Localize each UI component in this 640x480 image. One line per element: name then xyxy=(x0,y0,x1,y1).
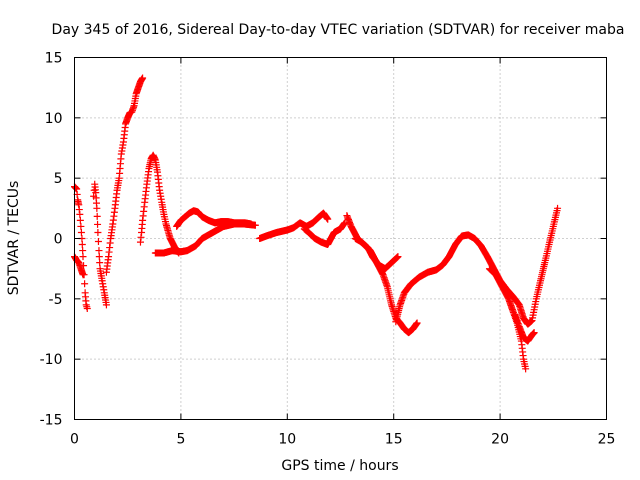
x-tick-label: 0 xyxy=(70,432,79,448)
x-tick-label: 5 xyxy=(176,432,185,448)
data-point xyxy=(324,215,332,223)
data-point xyxy=(522,365,530,373)
y-tick-label: -5 xyxy=(49,292,63,308)
data-point xyxy=(83,304,91,312)
axis-ticks xyxy=(74,57,607,420)
x-tick-label: 20 xyxy=(491,432,509,448)
data-point xyxy=(81,280,89,288)
y-tick-label: -15 xyxy=(40,413,63,429)
data-points xyxy=(71,74,562,373)
data-point xyxy=(94,220,102,228)
data-point xyxy=(530,329,538,337)
data-point xyxy=(79,247,87,255)
data-point xyxy=(413,319,421,327)
x-tick-label: 10 xyxy=(278,432,296,448)
data-point xyxy=(79,271,87,279)
data-point xyxy=(93,212,101,220)
data-point xyxy=(251,221,259,229)
y-tick-label: 0 xyxy=(54,232,63,248)
data-point xyxy=(94,238,102,246)
data-point xyxy=(102,301,110,309)
grid xyxy=(74,57,607,420)
data-point xyxy=(79,253,87,261)
data-point xyxy=(247,220,255,228)
data-point xyxy=(94,228,102,236)
tick-labels: 0 5 10 15 20 25 -15 -10 -5 0 5 10 15 xyxy=(40,51,616,448)
chart-title: Day 345 of 2016, Sidereal Day-to-day VTE… xyxy=(52,22,625,38)
data-point xyxy=(77,228,85,236)
data-point xyxy=(77,222,85,230)
data-point xyxy=(394,253,402,261)
data-point xyxy=(93,204,101,212)
data-point xyxy=(554,204,562,212)
y-tick-label: 10 xyxy=(45,111,63,127)
data-point xyxy=(95,253,103,261)
y-tick-label: 15 xyxy=(45,51,63,67)
data-point xyxy=(95,247,103,255)
x-tick-label: 15 xyxy=(385,432,403,448)
data-point xyxy=(76,210,84,218)
x-tick-label: 25 xyxy=(598,432,616,448)
y-axis-label: SDTVAR / TECUs xyxy=(6,181,22,296)
data-point xyxy=(139,74,147,82)
data-point xyxy=(96,259,104,267)
y-tick-label: -10 xyxy=(40,352,63,368)
y-tick-label: 5 xyxy=(54,171,63,187)
data-point xyxy=(76,216,84,224)
data-point xyxy=(78,241,86,249)
x-axis-label: GPS time / hours xyxy=(281,458,398,474)
